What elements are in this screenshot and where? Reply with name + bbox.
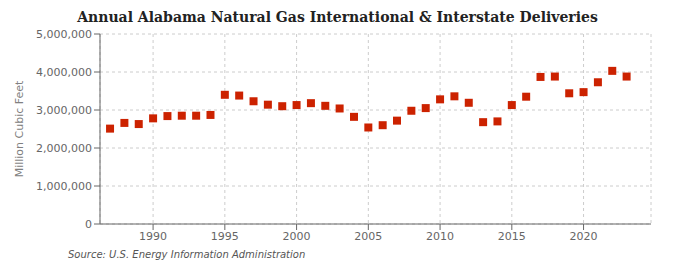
- svg-text:2010: 2010: [426, 230, 454, 243]
- svg-text:2005: 2005: [354, 230, 382, 243]
- svg-text:2000: 2000: [283, 230, 311, 243]
- svg-text:Million Cubic Feet: Million Cubic Feet: [13, 80, 26, 177]
- svg-text:2020: 2020: [570, 230, 598, 243]
- svg-text:5,000,000: 5,000,000: [36, 28, 92, 41]
- svg-text:2015: 2015: [498, 230, 526, 243]
- svg-text:0: 0: [85, 218, 92, 231]
- html-text:Annual Alabama Natural Gas Int: Annual Alabama Natural Gas International…: [77, 9, 598, 25]
- svg-text:1995: 1995: [211, 230, 239, 243]
- svg-text:3,000,000: 3,000,000: [36, 104, 92, 117]
- svg-text:1990: 1990: [139, 230, 167, 243]
- svg-text:2,000,000: 2,000,000: [36, 142, 92, 155]
- svg-text:4,000,000: 4,000,000: [36, 66, 92, 79]
- html-text:Source: U.S. Energy Informatio: Source: U.S. Energy Information Administ…: [68, 249, 306, 260]
- svg-text:1,000,000: 1,000,000: [36, 180, 92, 193]
